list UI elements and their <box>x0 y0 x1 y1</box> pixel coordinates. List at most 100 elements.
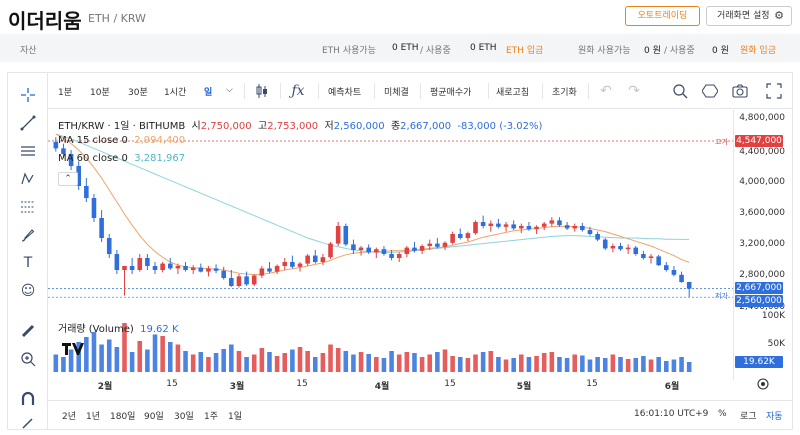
candle <box>122 266 127 270</box>
brush-icon[interactable] <box>18 225 38 245</box>
legend-collapse-button[interactable]: ⌃ <box>58 172 78 186</box>
interval-1d[interactable]: 일 <box>204 88 213 98</box>
fullscreen-icon[interactable] <box>764 81 784 101</box>
avg-buy-price-button[interactable]: 평균매수가 <box>430 88 472 98</box>
reset-scale-icon[interactable] <box>757 378 769 393</box>
crosshair-icon[interactable] <box>18 85 38 105</box>
pencil-icon[interactable] <box>18 413 38 433</box>
camera-icon[interactable] <box>730 81 750 101</box>
volume-bar <box>282 353 288 372</box>
volume-bar <box>122 323 127 372</box>
trend-line-icon[interactable] <box>18 113 38 133</box>
range-1d[interactable]: 1일 <box>228 412 243 422</box>
redo-icon[interactable]: ↷ <box>628 83 640 99</box>
volume-bar <box>137 341 143 372</box>
interval-1h[interactable]: 1시간 <box>164 88 187 98</box>
interval-30m[interactable]: 30분 <box>128 88 148 98</box>
price-chart[interactable] <box>48 110 733 375</box>
eth-deposit-link[interactable]: ETH 입금 <box>506 46 544 56</box>
candle <box>656 256 661 266</box>
volume-bar <box>602 358 608 372</box>
volume-bar <box>419 357 425 372</box>
volume-bar <box>129 352 135 372</box>
price-tick: 2,800,000 <box>739 270 785 280</box>
volume-bar <box>374 357 379 372</box>
eth-in-use-value: 0 ETH <box>470 43 497 53</box>
tradingview-logo <box>62 343 84 359</box>
volume-bar <box>213 353 219 372</box>
range-90d[interactable]: 90일 <box>144 412 164 422</box>
candle <box>633 247 639 254</box>
candle <box>618 246 623 250</box>
coin-title: 이더리움 <box>8 9 82 33</box>
text-tool-icon[interactable]: T <box>23 255 33 271</box>
volume-bar <box>244 357 249 372</box>
zoom-in-icon[interactable] <box>18 349 38 369</box>
open-value: 2,750,000 <box>200 121 252 132</box>
open-orders-button[interactable]: 미체결 <box>384 88 409 98</box>
candle <box>519 226 524 229</box>
reset-button[interactable]: 초기화 <box>552 88 577 98</box>
search-zoom-icon[interactable] <box>670 81 690 101</box>
time-axis[interactable]: 2월 15 3월 15 4월 15 5월 15 6월 <box>48 375 733 395</box>
magnet-icon[interactable] <box>18 389 38 409</box>
change-value: -83,000 (-3.02%) <box>457 121 543 132</box>
interval-10m[interactable]: 10분 <box>90 88 110 98</box>
pattern-icon[interactable] <box>18 169 38 189</box>
settings-hex-icon[interactable] <box>700 81 720 101</box>
horizontal-lines-icon[interactable] <box>18 141 38 161</box>
trade-settings-button[interactable]: 거래화면 설정 ⚙ <box>706 6 792 26</box>
krw-deposit-link[interactable]: 원화 입금 <box>740 46 776 56</box>
candle <box>564 225 570 229</box>
candle <box>503 224 509 227</box>
clock[interactable]: 16:01:10 UTC+9 <box>634 409 709 419</box>
volume-bar <box>297 347 303 372</box>
volume-bar <box>595 357 600 372</box>
emoji-icon[interactable]: ☺ <box>20 283 36 299</box>
candle <box>244 276 249 285</box>
volume-bar <box>427 354 433 372</box>
trade-settings-label: 거래화면 설정 <box>717 11 770 21</box>
volume-bar <box>580 355 585 372</box>
price-tick: 4,000,000 <box>739 177 785 187</box>
candle <box>282 262 288 266</box>
candle-type-icon[interactable] <box>252 81 272 101</box>
auto-trade-button[interactable]: 오토트레이딩 <box>625 6 700 26</box>
candle <box>160 263 165 270</box>
candle <box>625 247 631 250</box>
candle <box>496 223 501 227</box>
volume-bar <box>198 352 204 372</box>
candle <box>610 246 616 249</box>
high-label: 고 <box>258 121 268 132</box>
range-1y[interactable]: 1년 <box>86 412 101 422</box>
chevron-down-icon[interactable]: ⌵ <box>226 85 233 95</box>
candle <box>671 270 677 275</box>
log-toggle[interactable]: 로그 <box>740 412 757 422</box>
candle <box>137 258 143 270</box>
volume-bar <box>381 358 387 372</box>
forecast-chart-button[interactable]: 예측차트 <box>328 88 362 98</box>
low-price-tag: 2,560,000 <box>735 295 783 307</box>
candle <box>557 220 562 226</box>
refresh-button[interactable]: 새로고침 <box>496 88 530 98</box>
percent-toggle[interactable]: % <box>718 409 727 419</box>
price-axis[interactable]: 4,800,000 4,400,000 4,000,000 3,600,000 … <box>733 110 793 380</box>
candle <box>549 220 555 224</box>
range-180d[interactable]: 180일 <box>110 412 136 422</box>
fib-retracement-icon[interactable] <box>18 197 38 217</box>
indicator-fx-icon[interactable]: ƒx <box>291 83 305 99</box>
candle <box>76 166 81 186</box>
candle <box>664 265 669 270</box>
interval-1m[interactable]: 1분 <box>58 88 73 98</box>
close-price-tag: 2,667,000 <box>735 282 783 294</box>
low-value: 2,560,000 <box>333 121 385 132</box>
ruler-icon[interactable] <box>18 321 38 341</box>
range-30d[interactable]: 30일 <box>174 412 194 422</box>
range-2y[interactable]: 2년 <box>62 412 77 422</box>
auto-toggle[interactable]: 자동 <box>766 412 783 422</box>
range-1w[interactable]: 1주 <box>204 412 219 422</box>
time-tick: 6월 <box>664 382 680 392</box>
candle <box>267 268 272 272</box>
undo-icon[interactable]: ↶ <box>600 83 612 99</box>
volume-bar <box>519 354 524 372</box>
